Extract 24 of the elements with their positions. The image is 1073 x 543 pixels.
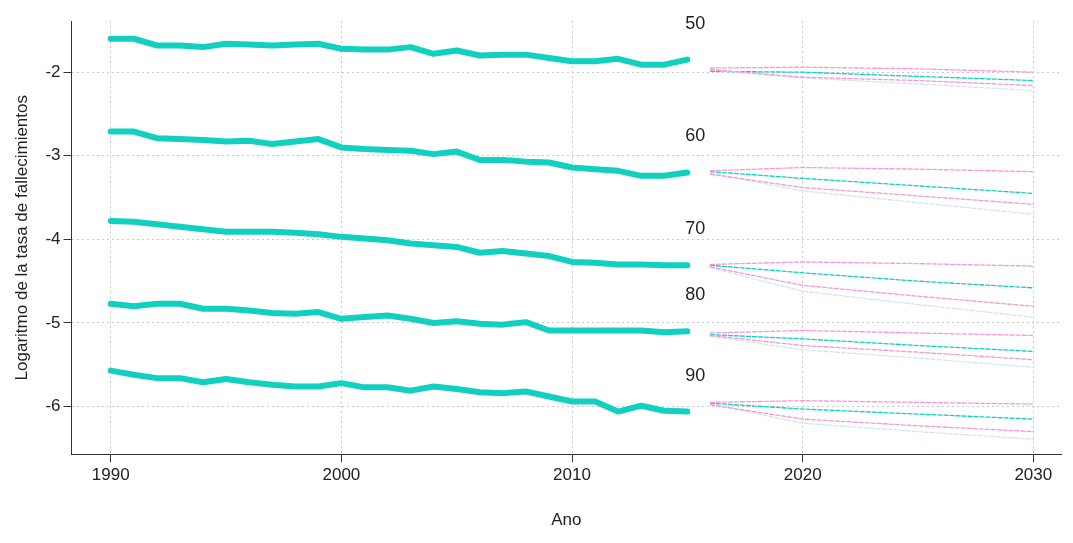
y-tick-label: -5 bbox=[45, 312, 61, 332]
annotation: 50 bbox=[685, 12, 706, 33]
x-tick-label: 1990 bbox=[91, 465, 130, 485]
line-series bbox=[709, 172, 1034, 215]
line-series bbox=[709, 171, 1034, 195]
annotation: 60 bbox=[685, 125, 706, 146]
annotation: 70 bbox=[685, 218, 706, 239]
line-series bbox=[709, 173, 1034, 205]
line-series bbox=[709, 403, 1034, 440]
x-axis-title: Ano bbox=[551, 510, 582, 530]
y-tick-label: -3 bbox=[45, 145, 61, 165]
line-series bbox=[709, 69, 1034, 92]
y-tick-label: -6 bbox=[45, 396, 61, 416]
y-tick-label: -4 bbox=[45, 229, 61, 249]
y-tick-label: -2 bbox=[45, 61, 61, 81]
line-series bbox=[709, 334, 1034, 353]
x-tick-label: 2020 bbox=[783, 465, 822, 485]
x-tick-label: 2030 bbox=[1014, 465, 1053, 485]
annotation: 80 bbox=[685, 284, 706, 305]
x-tick-label: 2010 bbox=[553, 465, 591, 485]
annotation: 90 bbox=[685, 364, 706, 385]
line-series bbox=[709, 70, 1034, 82]
x-tick-label: 2000 bbox=[322, 465, 361, 485]
y-axis-title: Logaritmo de la tasa de fallecimientos bbox=[11, 95, 31, 381]
